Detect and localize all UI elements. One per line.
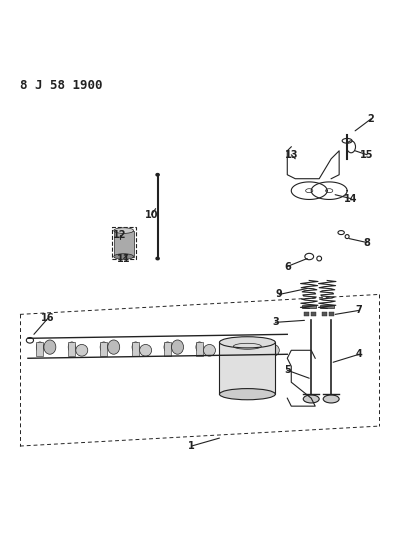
- Ellipse shape: [164, 342, 171, 352]
- Ellipse shape: [68, 342, 75, 352]
- Ellipse shape: [100, 342, 107, 352]
- Ellipse shape: [108, 340, 120, 354]
- Ellipse shape: [196, 342, 203, 352]
- Bar: [322, 312, 327, 317]
- Bar: [228, 342, 235, 356]
- Bar: [68, 342, 75, 356]
- Text: 5: 5: [284, 365, 290, 375]
- Bar: [114, 231, 134, 256]
- Text: 16: 16: [41, 313, 55, 324]
- Ellipse shape: [36, 342, 43, 352]
- Ellipse shape: [132, 342, 139, 352]
- Bar: [311, 312, 316, 317]
- Bar: [260, 342, 267, 356]
- Ellipse shape: [235, 340, 247, 354]
- Bar: [196, 342, 203, 356]
- Bar: [302, 305, 316, 309]
- Text: 3: 3: [272, 317, 279, 327]
- Ellipse shape: [114, 228, 134, 233]
- Ellipse shape: [76, 344, 88, 356]
- Ellipse shape: [267, 344, 279, 356]
- Ellipse shape: [172, 340, 184, 354]
- Ellipse shape: [44, 340, 56, 354]
- Bar: [132, 342, 139, 356]
- Text: 6: 6: [284, 262, 290, 271]
- Ellipse shape: [219, 389, 275, 400]
- Text: 8: 8: [363, 238, 371, 247]
- Bar: [320, 305, 334, 309]
- Text: 4: 4: [356, 349, 362, 359]
- Ellipse shape: [323, 395, 339, 403]
- Bar: [304, 312, 309, 317]
- Ellipse shape: [156, 174, 159, 176]
- Ellipse shape: [114, 254, 134, 260]
- Ellipse shape: [156, 257, 159, 260]
- Text: 9: 9: [276, 289, 282, 300]
- Bar: [100, 342, 107, 356]
- Bar: [164, 342, 171, 356]
- Text: 13: 13: [284, 150, 298, 160]
- Ellipse shape: [260, 342, 267, 352]
- Ellipse shape: [203, 344, 215, 356]
- Bar: [329, 312, 334, 317]
- Ellipse shape: [219, 337, 275, 348]
- Text: 11: 11: [117, 254, 130, 263]
- Text: 7: 7: [356, 305, 362, 316]
- Text: 8 J 58 1900: 8 J 58 1900: [20, 79, 103, 92]
- Bar: [112, 227, 136, 259]
- Ellipse shape: [303, 395, 319, 403]
- Text: 14: 14: [344, 193, 358, 204]
- Ellipse shape: [140, 344, 152, 356]
- Ellipse shape: [228, 342, 235, 352]
- Text: 2: 2: [368, 114, 374, 124]
- Text: 15: 15: [360, 150, 374, 160]
- Text: 10: 10: [145, 209, 158, 220]
- Text: 12: 12: [113, 230, 126, 239]
- Bar: [36, 342, 43, 356]
- Bar: [219, 342, 275, 394]
- Text: 1: 1: [188, 441, 195, 451]
